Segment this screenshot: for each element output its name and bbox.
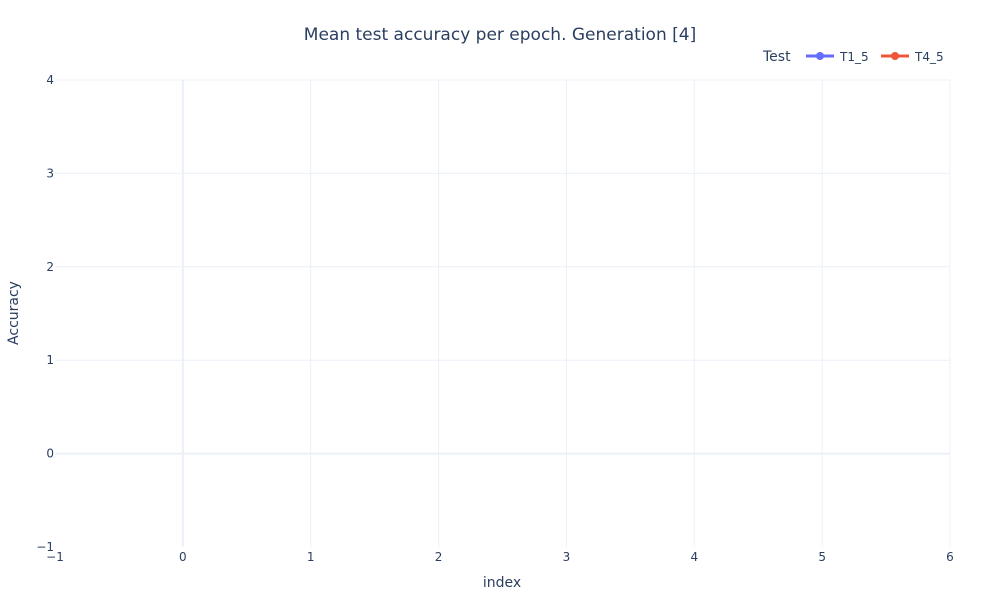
x-tick-label: 0 <box>179 550 187 564</box>
legend-item[interactable]: T4_5 <box>881 50 944 64</box>
x-tick-label: 6 <box>946 550 954 564</box>
legend-label: T4_5 <box>914 50 944 64</box>
legend-title: Test <box>762 49 791 65</box>
y-tick-label: 0 <box>46 447 54 461</box>
legend[interactable]: Test T1_5 T4_5 <box>762 49 944 65</box>
x-tick-label: −1 <box>46 550 64 564</box>
grid-layer <box>55 79 951 547</box>
x-tick-label: 3 <box>563 550 571 564</box>
y-tick-label: 3 <box>46 166 54 180</box>
legend-swatch-marker <box>891 52 899 60</box>
legend-swatch-marker <box>816 52 824 60</box>
y-tick-label: 4 <box>46 73 54 87</box>
x-axis-ticks: −1 0 1 2 3 4 5 6 <box>46 550 954 564</box>
y-axis-title: Accuracy <box>6 281 22 345</box>
x-tick-label: 5 <box>818 550 826 564</box>
legend-label: T1_5 <box>839 50 869 64</box>
y-tick-label: 1 <box>46 353 54 367</box>
chart-title: Mean test accuracy per epoch. Generation… <box>304 25 696 45</box>
x-tick-label: 1 <box>307 550 315 564</box>
y-tick-label: 2 <box>46 260 54 274</box>
legend-item[interactable]: T1_5 <box>806 50 869 64</box>
y-axis-ticks: −1 0 1 2 3 4 <box>36 73 54 554</box>
x-tick-label: 4 <box>690 550 698 564</box>
x-tick-label: 2 <box>435 550 443 564</box>
legend-items: T1_5 T4_5 <box>806 50 944 64</box>
zeroline-layer <box>55 80 950 547</box>
plot-background <box>55 80 950 547</box>
x-axis-title: index <box>483 575 521 591</box>
y-tick-label: −1 <box>36 540 54 554</box>
